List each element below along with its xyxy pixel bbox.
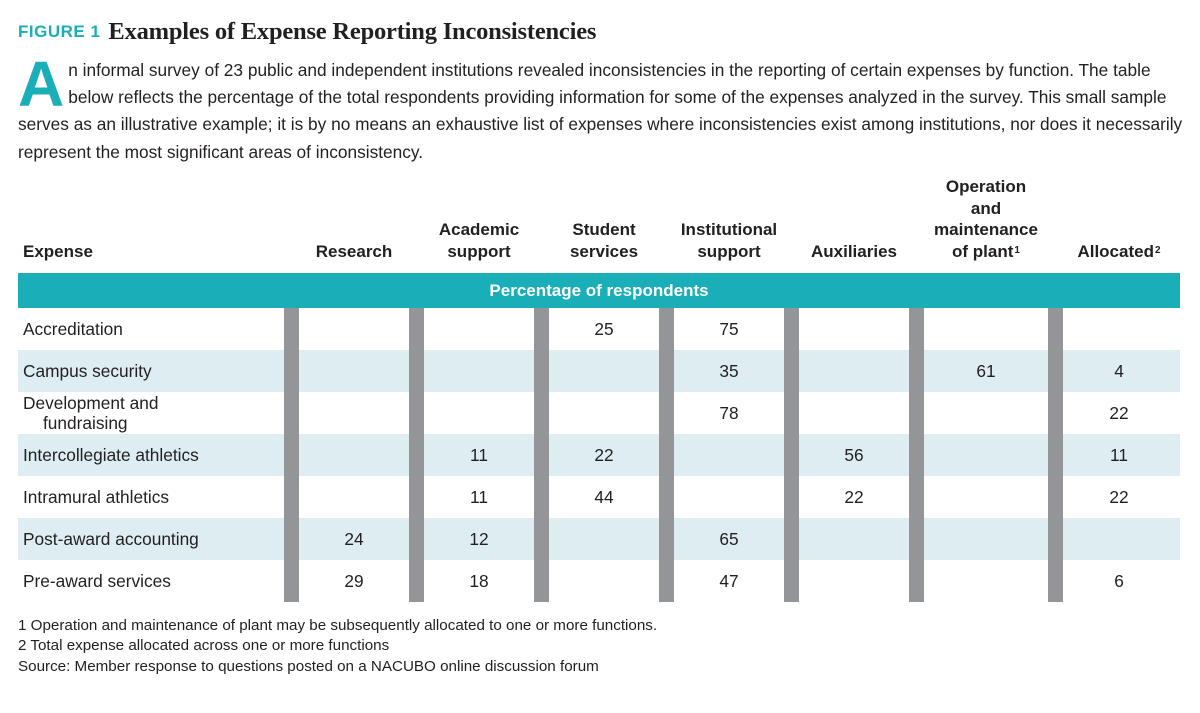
header-academic: Academic support (439, 219, 519, 262)
cell-institutional: 78 (719, 403, 739, 423)
header-auxiliaries: Auxiliaries (811, 241, 897, 263)
figure-label: FIGURE 1 (18, 22, 101, 41)
source-note: Source: Member response to questions pos… (18, 657, 599, 675)
header-line: maintenance (934, 220, 1038, 239)
header-line: and (970, 198, 1002, 218)
header-line: Student (572, 220, 636, 239)
cell-allocated: 22 (1109, 403, 1129, 423)
figure-title-line: FIGURE 1 Examples of Expense Reporting In… (18, 18, 596, 48)
header-institutional: Institutional support (681, 219, 777, 262)
drop-cap: A (18, 48, 65, 120)
cell-research: 24 (344, 529, 364, 549)
header-student: Student services (570, 219, 638, 262)
percentage-band: Percentage of respondents (18, 273, 1180, 308)
footnotes: 1 Operation and maintenance of plant may… (18, 616, 657, 677)
row-label-line: Intramural athletics (23, 487, 169, 507)
header-line: Auxiliaries (811, 241, 897, 261)
cell-academic: 11 (470, 487, 488, 507)
header-expense: Expense (23, 241, 93, 263)
footnote-marker: 2 (1154, 244, 1161, 256)
table-row: Post-award accounting 24 12 65 (18, 518, 1180, 560)
column-divider (284, 308, 299, 602)
row-label: Post-award accounting (23, 518, 199, 560)
header-allocated: Allocated2 (1077, 241, 1160, 263)
row-label-line: fundraising (43, 413, 128, 433)
header-line: Academic (438, 220, 520, 239)
header-line: Research (315, 241, 393, 261)
row-label-line: Pre-award services (23, 571, 171, 591)
cell-auxiliaries: 56 (844, 445, 864, 465)
row-label: Pre-award services (23, 560, 171, 602)
cell-institutional: 47 (719, 571, 739, 591)
column-divider (409, 308, 424, 602)
header-line: support (697, 241, 761, 261)
cell-academic: 18 (469, 571, 489, 591)
row-label-line: Post-award accounting (23, 529, 199, 549)
header-research: Research (316, 241, 393, 263)
cell-allocated: 6 (1114, 571, 1124, 591)
row-label: Development and fundraising (23, 392, 158, 434)
header-line: Institutional (680, 220, 778, 239)
cell-student: 22 (594, 445, 614, 465)
table-row: Campus security 35 61 4 (18, 350, 1180, 392)
header-line: services (569, 241, 639, 261)
row-label: Accreditation (23, 308, 123, 350)
cell-institutional: 35 (719, 361, 739, 381)
column-divider (659, 308, 674, 602)
footnote-2: 2 Total expense allocated across one or … (18, 637, 390, 655)
header-operation: Operation and maintenance of plant1 (934, 176, 1038, 262)
cell-academic: 11 (470, 445, 488, 465)
table-row: Development and fundraising 78 22 (18, 392, 1180, 434)
column-divider (1048, 308, 1063, 602)
cell-student: 44 (594, 487, 614, 507)
cell-allocated: 22 (1109, 487, 1129, 507)
footnote-1: 1 Operation and maintenance of plant may… (18, 617, 658, 634)
row-label-line: Accreditation (23, 319, 123, 339)
table-row: Accreditation 25 75 (18, 308, 1180, 350)
footnote-marker: 1 (1014, 244, 1020, 256)
row-label: Intercollegiate athletics (23, 434, 199, 476)
column-divider (534, 308, 549, 602)
row-label-line: Development and (23, 393, 159, 413)
cell-student: 25 (594, 319, 614, 339)
row-label: Campus security (23, 350, 152, 392)
figure-title: Examples of Expense Reporting Inconsiste… (108, 18, 597, 45)
table-row: Intramural athletics 11 44 22 22 (18, 476, 1180, 518)
header-line: of plant1 (952, 241, 1020, 261)
header-line: Operation (945, 177, 1027, 196)
row-label-line: Intercollegiate athletics (23, 445, 199, 465)
header-line: Allocated2 (1077, 241, 1161, 261)
row-label-line: Campus security (23, 361, 152, 381)
cell-allocated: 4 (1114, 361, 1124, 381)
cell-auxiliaries: 22 (844, 487, 864, 507)
cell-allocated: 11 (1110, 445, 1128, 465)
cell-academic: 12 (469, 529, 489, 549)
header-line: Expense (23, 241, 93, 261)
table-row: Pre-award services 29 18 47 6 (18, 560, 1180, 602)
cell-institutional: 65 (719, 529, 739, 549)
cell-research: 29 (344, 571, 364, 591)
row-label: Intramural athletics (23, 476, 169, 518)
header-line: support (447, 241, 511, 261)
intro-text: n informal survey of 23 public and indep… (18, 60, 1183, 162)
table-row: Intercollegiate athletics 11 22 56 11 (18, 434, 1180, 476)
cell-operation: 61 (976, 361, 996, 381)
column-divider (909, 308, 924, 602)
column-divider (784, 308, 799, 602)
cell-institutional: 75 (719, 319, 739, 339)
